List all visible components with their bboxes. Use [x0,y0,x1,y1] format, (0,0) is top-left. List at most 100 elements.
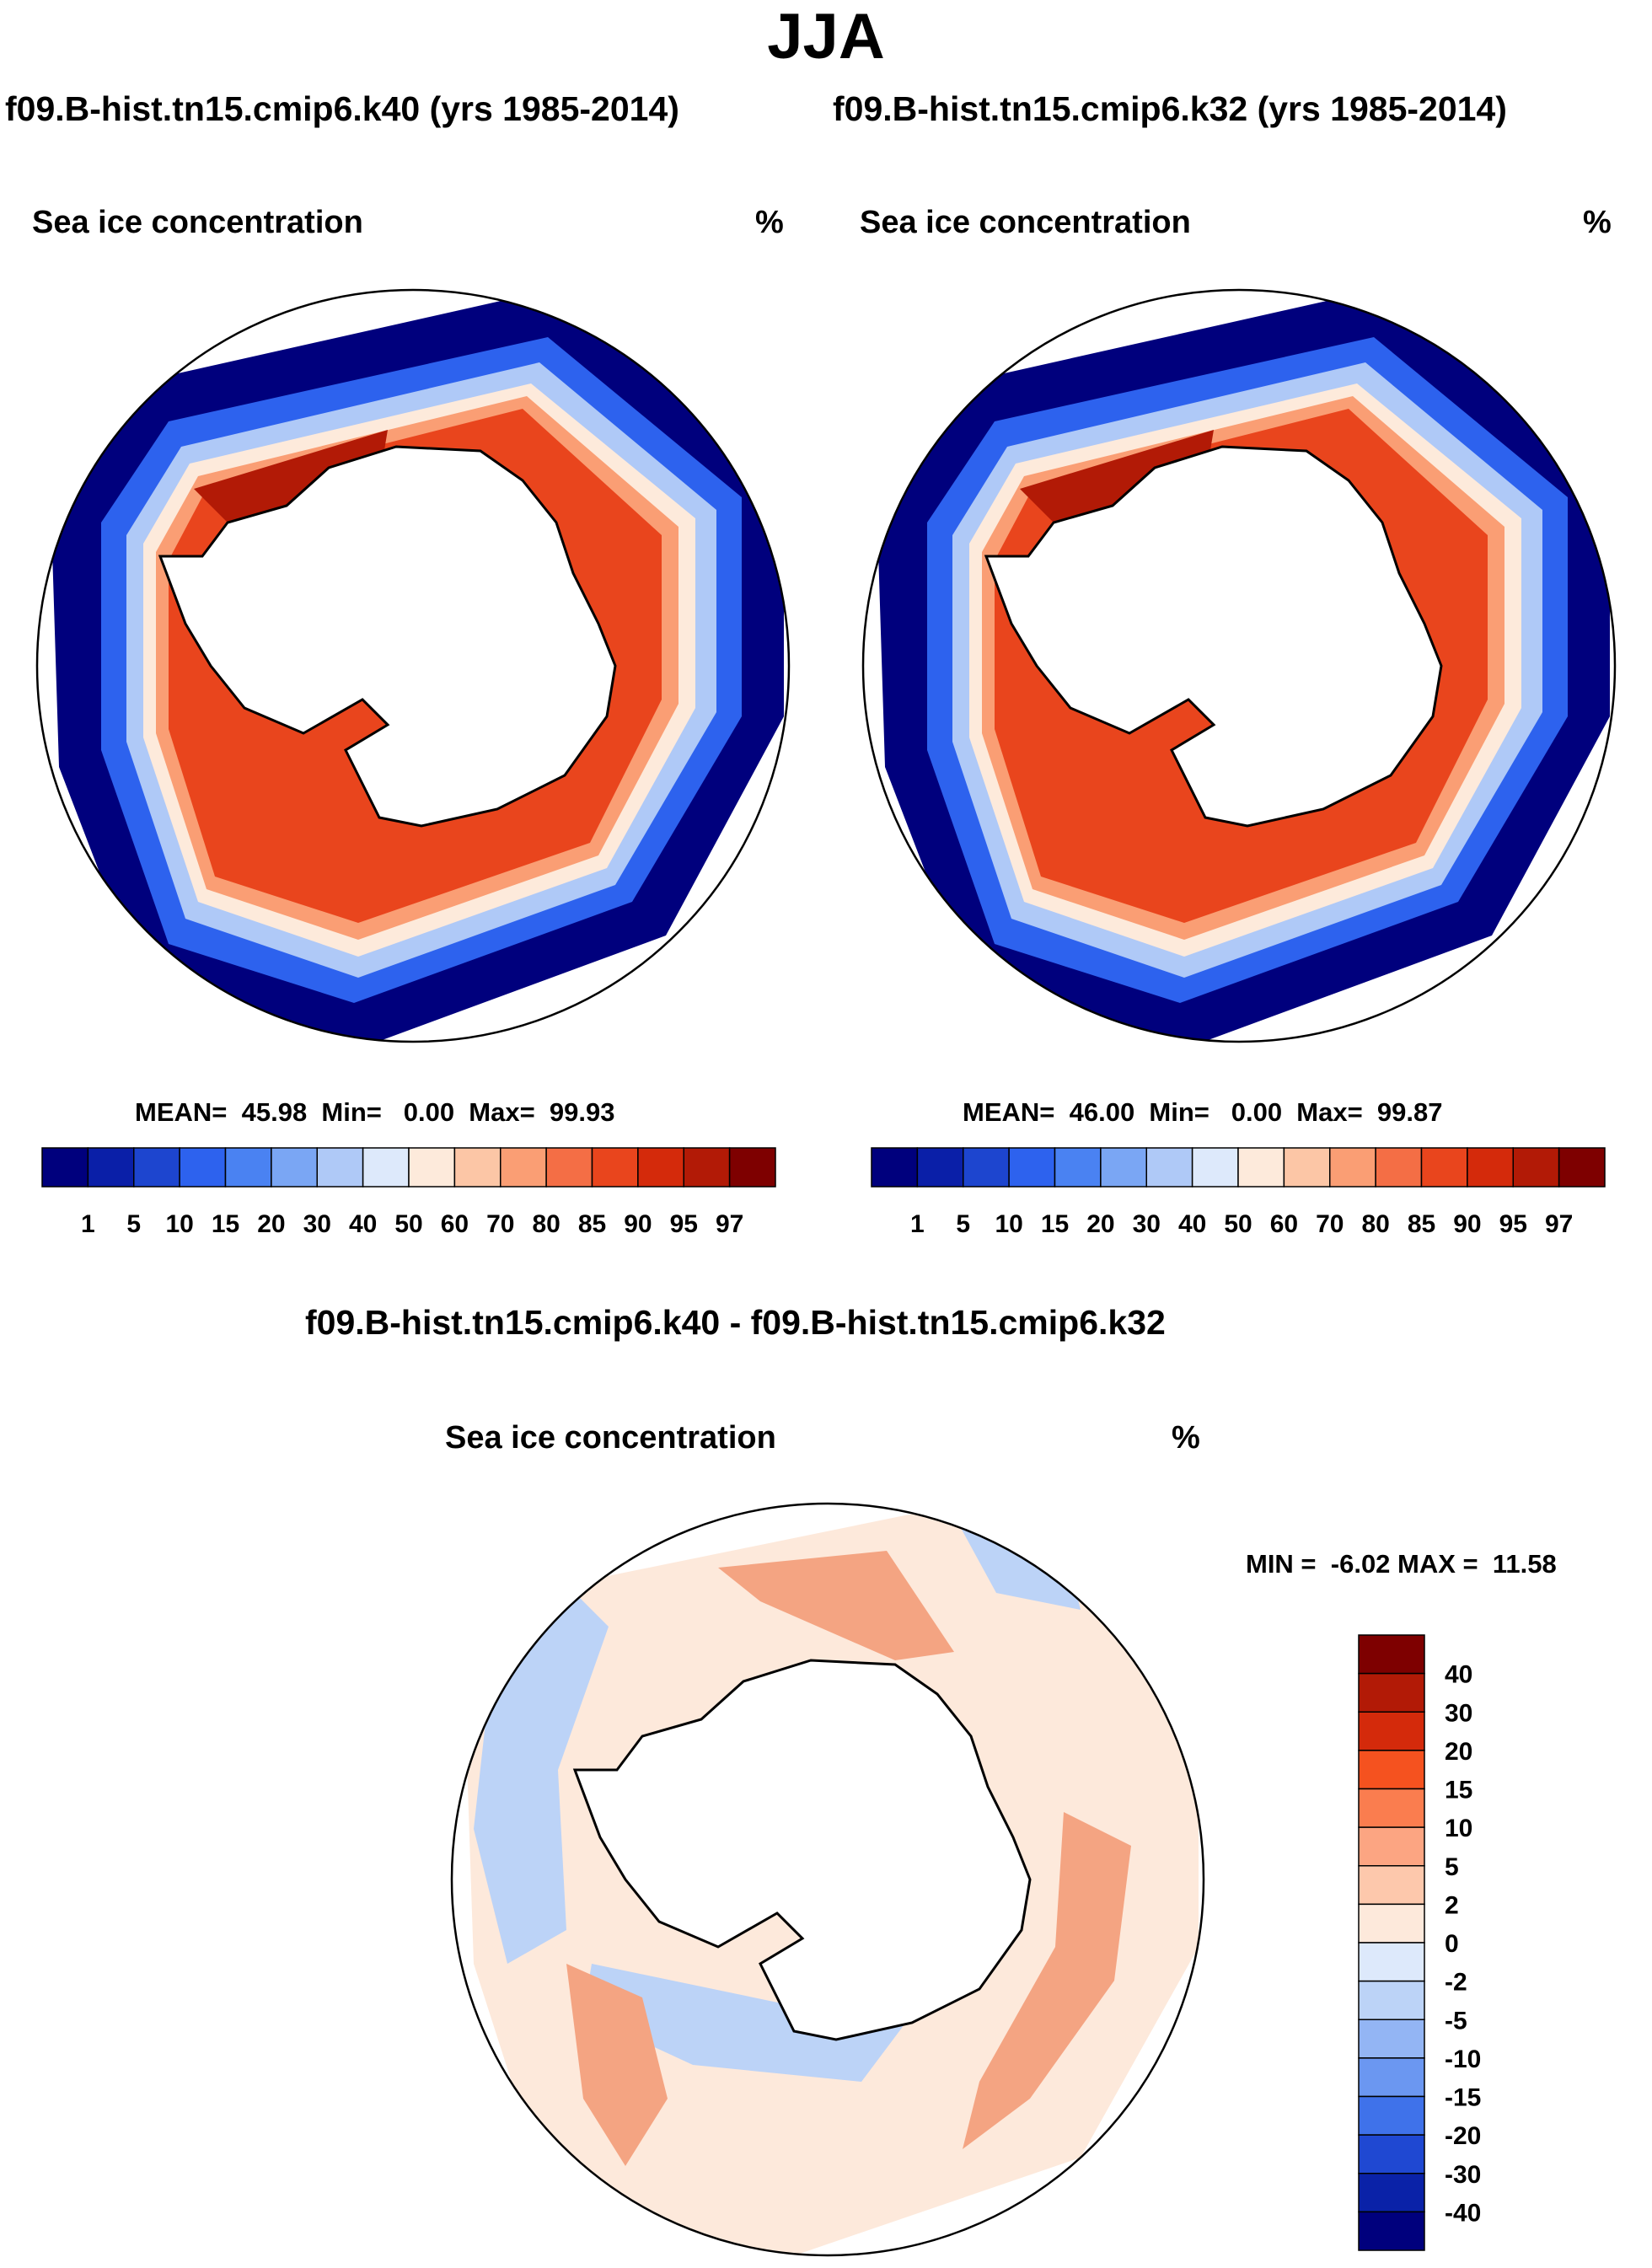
colorbar-2-tick-label: 70 [1316,1210,1344,1238]
diff-pos-region [963,1812,1131,2149]
colorbar-3-tick-label: -15 [1445,2084,1481,2112]
colorbar-2-swatch [916,1147,964,1188]
colorbar-3-tick-label: 10 [1445,1815,1472,1842]
colorbar-1-tick-label: 97 [716,1210,743,1238]
colorbar-3-tick-label: -30 [1445,2161,1481,2189]
colorbar-1-tick-label: 1 [81,1210,95,1238]
colorbar-3-tick-label: -2 [1445,1969,1467,1997]
map-panel-3 [450,1502,1205,2257]
colorbar-1-swatch [87,1147,135,1188]
colorbar-2-swatch [1558,1147,1606,1188]
colorbar-1-tick-label: 40 [349,1210,377,1238]
colorbar-1-swatch [271,1147,318,1188]
map-panel-2 [861,288,1617,1043]
ice-band-dark [194,430,388,523]
colorbar-2-tick-label: 60 [1270,1210,1298,1238]
colorbar-2-swatch [871,1147,919,1188]
colorbar-2-swatch [963,1147,1010,1188]
colorbar-2-tick-label: 97 [1545,1210,1573,1238]
colorbar-1-tick-label: 15 [212,1210,239,1238]
colorbar-1-swatch [500,1147,547,1188]
colorbar-3-tick-label: 5 [1445,1853,1459,1881]
colorbar-2-tick-label: 15 [1041,1210,1069,1238]
panel3-variable: Sea ice concentration [445,1420,776,1456]
colorbar-1-tick-label: 20 [257,1210,285,1238]
colorbar-2-tick-label: 50 [1224,1210,1252,1238]
colorbar-3-swatch [1358,1788,1425,1828]
colorbar-1-swatch [683,1147,731,1188]
colorbar-3-tick-label: 20 [1445,1738,1472,1766]
colorbar-2-swatch [1100,1147,1147,1188]
panel1-stats: MEAN= 45.98 Min= 0.00 Max= 99.93 [135,1097,615,1127]
colorbar-2-swatch [1145,1147,1193,1188]
diff-pos-region [566,1964,668,2166]
colorbar-2-tick-label: 95 [1499,1210,1527,1238]
colorbar-1-tick-label: 50 [394,1210,422,1238]
colorbar-2-tick-label: 30 [1133,1210,1161,1238]
colorbar-2-tick-label: 40 [1178,1210,1206,1238]
colorbar-1-tick-label: 30 [303,1210,331,1238]
colorbar-3-tick-label: 15 [1445,1777,1472,1804]
colorbar-2-swatch [1008,1147,1056,1188]
season-title: JJA [767,1,885,72]
colorbar-1-swatch [362,1147,410,1188]
colorbar-2-tick-label: 1 [910,1210,925,1238]
colorbar-3-swatch [1358,1942,1425,1982]
colorbar-2: 1 5 10 15 20 30 40 50 60 70 80 85 90 95 97 [871,1147,1606,1238]
diff-pos-region [718,1551,954,1660]
antarctica [572,1659,1032,2041]
colorbar-1: 1 5 10 15 20 30 40 50 60 70 80 85 90 95 97 [41,1147,776,1238]
colorbar-3-tick-label: 0 [1445,1930,1459,1958]
colorbar-1-tick-label: 5 [126,1210,141,1238]
colorbar-2-swatch [1375,1147,1423,1188]
colorbar-2-swatch [1054,1147,1102,1188]
colorbar-1-swatch [545,1147,593,1188]
panel2-variable: Sea ice concentration [860,205,1191,240]
panel3-stats: MIN = -6.02 MAX = 11.58 [1246,1549,1557,1579]
colorbar-1-swatch [41,1147,89,1188]
colorbar-2-tick-label: 20 [1086,1210,1114,1238]
antarctica [158,445,617,828]
colorbar-2-tick-label: 90 [1453,1210,1481,1238]
colorbar-3-swatch [1358,2019,1425,2059]
diff-neg-region [583,1964,912,2082]
colorbar-3-swatch [1358,1826,1425,1867]
colorbar-3-swatch [1358,2057,1425,2098]
colorbar-2-swatch [1512,1147,1560,1188]
panel2-stats: MEAN= 46.00 Min= 0.00 Max= 99.87 [963,1097,1443,1127]
colorbar-2-swatch [1329,1147,1376,1188]
colorbar-1-swatch [591,1147,639,1188]
case-title-left: f09.B-hist.tn15.cmip6.k40 (yrs 1985-2014… [5,89,679,128]
colorbar-3-swatch [1358,1711,1425,1751]
case-title-right: f09.B-hist.tn15.cmip6.k32 (yrs 1985-2014… [833,89,1507,128]
colorbar-3-tick-label: -10 [1445,2045,1481,2073]
colorbar-3-swatch [1358,2095,1425,2136]
colorbar-2-swatch [1283,1147,1331,1188]
colorbar-1-swatch [637,1147,684,1188]
colorbar-1-swatch [453,1147,502,1188]
panel3-units: % [1172,1420,1200,1456]
panel2-units: % [1583,205,1612,240]
colorbar-1-tick-label: 70 [486,1210,514,1238]
colorbar-3-swatch [1358,2173,1425,2213]
diff-title: f09.B-hist.tn15.cmip6.k40 - f09.B-hist.t… [305,1303,1166,1342]
colorbar-2-swatch [1467,1147,1514,1188]
colorbar-2-tick-label: 80 [1361,1210,1389,1238]
colorbar-2-tick-label: 10 [995,1210,1022,1238]
colorbar-2-tick-label: 85 [1408,1210,1435,1238]
colorbar-2-swatch [1237,1147,1285,1188]
ice-band-dark [1020,430,1214,523]
colorbar-3-swatch [1358,1750,1425,1790]
colorbar-1-tick-label: 60 [441,1210,469,1238]
colorbar-3-tick-label: -5 [1445,2007,1467,2035]
colorbar-1-swatch [179,1147,227,1188]
map-panel-1 [35,288,791,1043]
colorbar-1-swatch [316,1147,364,1188]
panel1-variable: Sea ice concentration [32,205,363,240]
colorbar-1-swatch [408,1147,456,1188]
colorbar-3-swatch [1358,2134,1425,2174]
colorbar-1-tick-label: 90 [624,1210,652,1238]
colorbar-3-tick-label: 2 [1445,1891,1459,1919]
colorbar-3-tick-label: -40 [1445,2199,1481,2227]
